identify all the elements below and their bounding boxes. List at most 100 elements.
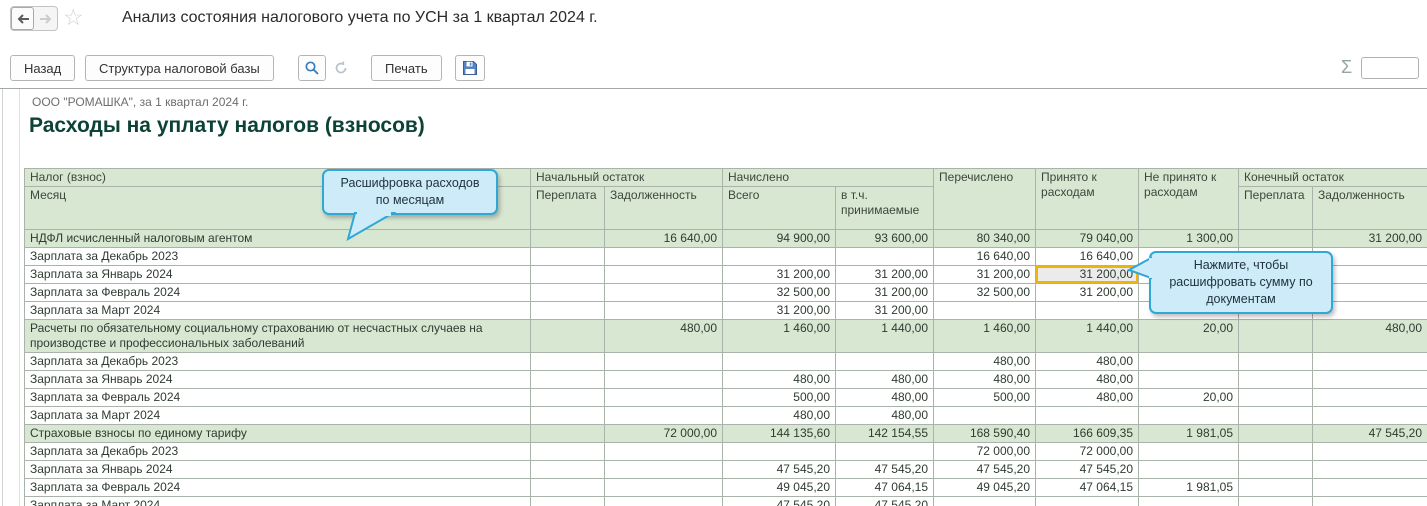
amount-cell[interactable]: [530, 478, 605, 497]
amount-cell[interactable]: [1238, 442, 1314, 461]
amount-cell[interactable]: [530, 496, 605, 506]
amount-cell[interactable]: 1 981,05: [1138, 424, 1240, 443]
amount-cell[interactable]: 480,00: [834, 388, 935, 407]
amount-cell[interactable]: 49 045,20: [722, 478, 836, 497]
back-nav-button[interactable]: [11, 7, 34, 30]
amount-cell[interactable]: 31 200,00: [834, 301, 935, 320]
amount-cell[interactable]: 72 000,00: [933, 442, 1037, 461]
amount-cell[interactable]: [530, 460, 605, 479]
amount-cell[interactable]: [1238, 424, 1314, 443]
amount-cell[interactable]: [1312, 460, 1427, 479]
amount-cell[interactable]: 31 200,00: [834, 283, 935, 302]
amount-cell[interactable]: [1138, 460, 1240, 479]
amount-cell[interactable]: 166 609,35: [1035, 424, 1140, 443]
amount-cell[interactable]: 480,00: [1035, 370, 1140, 389]
amount-cell[interactable]: 32 500,00: [722, 283, 836, 302]
amount-cell[interactable]: [530, 301, 605, 320]
amount-cell[interactable]: 31 200,00: [722, 265, 836, 284]
amount-cell[interactable]: 47 545,20: [1312, 424, 1427, 443]
amount-cell[interactable]: [1238, 229, 1314, 248]
amount-cell[interactable]: 72 000,00: [604, 424, 723, 443]
amount-cell[interactable]: [530, 442, 605, 461]
amount-cell[interactable]: [1238, 496, 1314, 506]
amount-cell[interactable]: 16 640,00: [1035, 247, 1140, 266]
amount-cell[interactable]: 31 200,00: [722, 301, 836, 320]
row-label-cell[interactable]: Зарплата за Март 2024: [24, 406, 531, 425]
amount-cell[interactable]: [1238, 388, 1314, 407]
row-label-cell[interactable]: Зарплата за Декабрь 2023: [24, 352, 531, 371]
row-label-cell[interactable]: Зарплата за Февраль 2024: [24, 283, 531, 302]
amount-cell[interactable]: 480,00: [1035, 352, 1140, 371]
row-label-cell[interactable]: Зарплата за Март 2024: [24, 301, 531, 320]
amount-cell[interactable]: [604, 370, 723, 389]
amount-cell[interactable]: 480,00: [933, 370, 1037, 389]
amount-cell[interactable]: [604, 442, 723, 461]
amount-cell[interactable]: [1138, 406, 1240, 425]
amount-cell[interactable]: [530, 229, 605, 248]
amount-cell[interactable]: [530, 283, 605, 302]
amount-cell[interactable]: [604, 478, 723, 497]
amount-cell[interactable]: [1312, 406, 1427, 425]
amount-cell[interactable]: [530, 265, 605, 284]
back-button[interactable]: Назад: [10, 55, 76, 81]
amount-cell[interactable]: 480,00: [1312, 319, 1427, 353]
amount-cell[interactable]: 93 600,00: [834, 229, 935, 248]
amount-cell[interactable]: [530, 352, 605, 371]
amount-cell[interactable]: [933, 496, 1037, 506]
amount-cell[interactable]: [1138, 352, 1240, 371]
amount-cell[interactable]: [1138, 370, 1240, 389]
amount-cell[interactable]: 500,00: [722, 388, 836, 407]
amount-cell[interactable]: 1 440,00: [834, 319, 935, 353]
amount-cell[interactable]: [1138, 496, 1240, 506]
amount-cell[interactable]: 16 640,00: [933, 247, 1037, 266]
row-label-cell[interactable]: Страховые взносы по единому тарифу: [24, 424, 531, 443]
amount-cell[interactable]: 480,00: [722, 406, 836, 425]
amount-cell[interactable]: [1238, 478, 1314, 497]
amount-cell[interactable]: [604, 352, 723, 371]
favorite-star-icon[interactable]: ☆: [63, 4, 84, 30]
amount-cell[interactable]: [604, 283, 723, 302]
amount-cell[interactable]: 47 545,20: [834, 460, 935, 479]
amount-cell[interactable]: 144 135,60: [722, 424, 836, 443]
amount-cell[interactable]: 47 545,20: [722, 496, 836, 506]
amount-cell[interactable]: 31 200,00: [933, 265, 1037, 284]
amount-cell[interactable]: [604, 460, 723, 479]
amount-cell[interactable]: [722, 247, 836, 266]
amount-cell[interactable]: 500,00: [933, 388, 1037, 407]
amount-cell[interactable]: 480,00: [722, 370, 836, 389]
forward-nav-button[interactable]: [34, 7, 57, 30]
amount-cell[interactable]: [604, 301, 723, 320]
amount-cell[interactable]: [530, 370, 605, 389]
amount-cell[interactable]: [1238, 319, 1314, 353]
amount-cell[interactable]: [604, 247, 723, 266]
amount-cell[interactable]: [604, 406, 723, 425]
amount-cell[interactable]: 72 000,00: [1035, 442, 1140, 461]
row-label-cell[interactable]: Зарплата за Март 2024: [24, 496, 531, 506]
amount-cell[interactable]: 480,00: [933, 352, 1037, 371]
row-label-cell[interactable]: Зарплата за Февраль 2024: [24, 478, 531, 497]
amount-cell[interactable]: 1 981,05: [1138, 478, 1240, 497]
amount-cell[interactable]: 47 545,20: [834, 496, 935, 506]
amount-cell[interactable]: 1 460,00: [722, 319, 836, 353]
save-button[interactable]: [455, 55, 485, 81]
amount-cell[interactable]: [1312, 352, 1427, 371]
amount-cell[interactable]: [530, 424, 605, 443]
row-label-cell[interactable]: Зарплата за Январь 2024: [24, 265, 531, 284]
amount-cell[interactable]: 142 154,55: [834, 424, 935, 443]
amount-cell[interactable]: [722, 442, 836, 461]
autosum-field[interactable]: [1361, 57, 1419, 79]
amount-cell[interactable]: 47 064,15: [1035, 478, 1140, 497]
amount-cell[interactable]: 32 500,00: [933, 283, 1037, 302]
amount-cell[interactable]: [834, 247, 935, 266]
row-label-cell[interactable]: Зарплата за Январь 2024: [24, 460, 531, 479]
amount-cell[interactable]: [722, 352, 836, 371]
amount-cell[interactable]: [530, 319, 605, 353]
amount-cell[interactable]: [1238, 406, 1314, 425]
row-label-cell[interactable]: Зарплата за Январь 2024: [24, 370, 531, 389]
amount-cell[interactable]: 20,00: [1138, 388, 1240, 407]
amount-cell[interactable]: 480,00: [1035, 388, 1140, 407]
row-label-cell[interactable]: Зарплата за Февраль 2024: [24, 388, 531, 407]
search-button[interactable]: [298, 55, 326, 81]
tax-base-structure-button[interactable]: Структура налоговой базы: [85, 55, 274, 81]
amount-cell[interactable]: [1312, 370, 1427, 389]
